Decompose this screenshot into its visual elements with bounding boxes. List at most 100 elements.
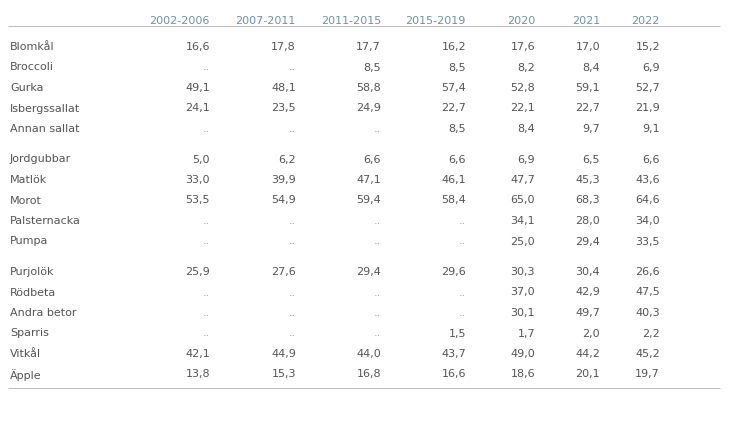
Text: Annan sallat: Annan sallat [10,124,80,134]
Text: 29,4: 29,4 [575,236,600,247]
Text: 2011-2015: 2011-2015 [321,16,381,26]
Text: Jordgubbar: Jordgubbar [10,154,71,164]
Text: ..: .. [459,287,466,297]
Text: 22,7: 22,7 [575,103,600,114]
Text: 22,1: 22,1 [510,103,535,114]
Text: Purjolök: Purjolök [10,267,55,277]
Text: 8,2: 8,2 [517,63,535,73]
Text: 8,5: 8,5 [449,124,466,134]
Text: 45,2: 45,2 [636,349,660,359]
Text: 48,1: 48,1 [271,83,296,93]
Text: ..: .. [289,308,296,318]
Text: 2,0: 2,0 [582,329,600,338]
Text: ..: .. [289,329,296,338]
Text: ..: .. [202,308,210,318]
Text: 68,3: 68,3 [576,196,600,205]
Text: ..: .. [202,124,210,134]
Text: 6,9: 6,9 [517,154,535,164]
Text: 30,4: 30,4 [576,267,600,277]
Text: 30,1: 30,1 [511,308,535,318]
Text: 45,3: 45,3 [576,175,600,185]
Text: 2,2: 2,2 [642,329,660,338]
Text: 29,6: 29,6 [441,267,466,277]
Text: ..: .. [374,216,381,226]
Text: 28,0: 28,0 [575,216,600,226]
Text: 24,1: 24,1 [185,103,210,114]
Text: ..: .. [459,216,466,226]
Text: 6,2: 6,2 [279,154,296,164]
Text: ..: .. [374,329,381,338]
Text: 57,4: 57,4 [441,83,466,93]
Text: 16,8: 16,8 [356,369,381,380]
Text: 18,6: 18,6 [511,369,535,380]
Text: Morot: Morot [10,196,42,205]
Text: Blomkål: Blomkål [10,42,55,52]
Text: 49,0: 49,0 [510,349,535,359]
Text: 65,0: 65,0 [511,196,535,205]
Text: 43,7: 43,7 [441,349,466,359]
Text: 17,8: 17,8 [271,42,296,52]
Text: 25,9: 25,9 [185,267,210,277]
Text: 16,2: 16,2 [441,42,466,52]
Text: 26,6: 26,6 [636,267,660,277]
Text: 9,1: 9,1 [642,124,660,134]
Text: 59,4: 59,4 [356,196,381,205]
Text: ..: .. [459,236,466,247]
Text: 59,1: 59,1 [576,83,600,93]
Text: 42,1: 42,1 [185,349,210,359]
Text: Isbergssallat: Isbergssallat [10,103,81,114]
Text: 19,7: 19,7 [636,369,660,380]
Text: 52,8: 52,8 [510,83,535,93]
Text: 6,6: 6,6 [642,154,660,164]
Text: 9,7: 9,7 [582,124,600,134]
Text: ..: .. [374,124,381,134]
Text: 1,7: 1,7 [517,329,535,338]
Text: 6,6: 6,6 [449,154,466,164]
Text: 2021: 2021 [572,16,600,26]
Text: 8,4: 8,4 [582,63,600,73]
Text: ..: .. [202,63,210,73]
Text: 52,7: 52,7 [636,83,660,93]
Text: 33,0: 33,0 [185,175,210,185]
Text: 47,5: 47,5 [636,287,660,297]
Text: ..: .. [289,124,296,134]
Text: ..: .. [374,287,381,297]
Text: 58,8: 58,8 [356,83,381,93]
Text: 22,7: 22,7 [441,103,466,114]
Text: Äpple: Äpple [10,369,41,381]
Text: 47,7: 47,7 [510,175,535,185]
Text: 15,2: 15,2 [636,42,660,52]
Text: 2020: 2020 [507,16,535,26]
Text: 54,9: 54,9 [271,196,296,205]
Text: 47,1: 47,1 [356,175,381,185]
Text: 23,5: 23,5 [271,103,296,114]
Text: 53,5: 53,5 [185,196,210,205]
Text: 6,5: 6,5 [582,154,600,164]
Text: 33,5: 33,5 [636,236,660,247]
Text: 25,0: 25,0 [511,236,535,247]
Text: 27,6: 27,6 [271,267,296,277]
Text: 29,4: 29,4 [356,267,381,277]
Text: 8,5: 8,5 [449,63,466,73]
Text: 39,9: 39,9 [271,175,296,185]
Text: 17,6: 17,6 [511,42,535,52]
Text: 42,9: 42,9 [575,287,600,297]
Text: 20,1: 20,1 [576,369,600,380]
Text: 16,6: 16,6 [185,42,210,52]
Text: 58,4: 58,4 [441,196,466,205]
Text: 37,0: 37,0 [511,287,535,297]
Text: Gurka: Gurka [10,83,44,93]
Text: ..: .. [202,287,210,297]
Text: 24,9: 24,9 [356,103,381,114]
Text: 2015-2019: 2015-2019 [406,16,466,26]
Text: Palsternacka: Palsternacka [10,216,81,226]
Text: Rödbeta: Rödbeta [10,287,56,297]
Text: 6,6: 6,6 [364,154,381,164]
Text: 49,1: 49,1 [185,83,210,93]
Text: ..: .. [374,236,381,247]
Text: ..: .. [459,308,466,318]
Text: ..: .. [202,329,210,338]
Text: 2007-2011: 2007-2011 [236,16,296,26]
Text: 15,3: 15,3 [271,369,296,380]
Text: Broccoli: Broccoli [10,63,54,73]
